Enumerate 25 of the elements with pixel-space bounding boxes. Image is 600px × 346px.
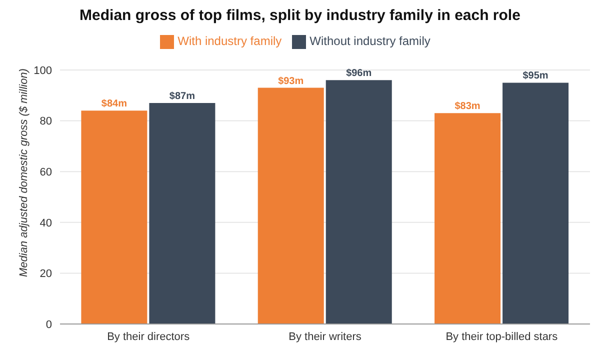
bar xyxy=(502,82,569,324)
y-tick-label: 100 xyxy=(34,64,52,77)
x-tick-label: By their directors xyxy=(107,330,190,343)
y-tick-label: 20 xyxy=(40,268,52,280)
data-label: $84m xyxy=(101,98,128,110)
data-label: $95m xyxy=(522,70,548,82)
bar xyxy=(258,88,324,324)
bar xyxy=(81,110,148,324)
bar xyxy=(434,113,501,324)
x-tick-label: By their writers xyxy=(288,330,362,343)
y-tick-label: 0 xyxy=(46,318,52,331)
data-label: $93m xyxy=(278,76,304,87)
legend-label: With industry family xyxy=(178,34,282,48)
bar xyxy=(326,80,392,324)
legend-label: Without industry family xyxy=(310,34,430,48)
data-label: $83m xyxy=(454,101,480,112)
y-tick-label: 40 xyxy=(40,217,52,230)
data-label: $87m xyxy=(169,91,196,102)
chart-title: Median gross of top films, split by industry family in each role xyxy=(78,6,522,26)
data-label: $96m xyxy=(346,68,372,80)
bar xyxy=(149,103,216,324)
y-tick-label: 60 xyxy=(40,166,52,179)
y-tick-label: 80 xyxy=(40,116,52,128)
y-axis-title: Median adjusted domestic gross ($ million) xyxy=(18,68,30,277)
x-tick-label: By their top-billed stars xyxy=(446,330,558,343)
